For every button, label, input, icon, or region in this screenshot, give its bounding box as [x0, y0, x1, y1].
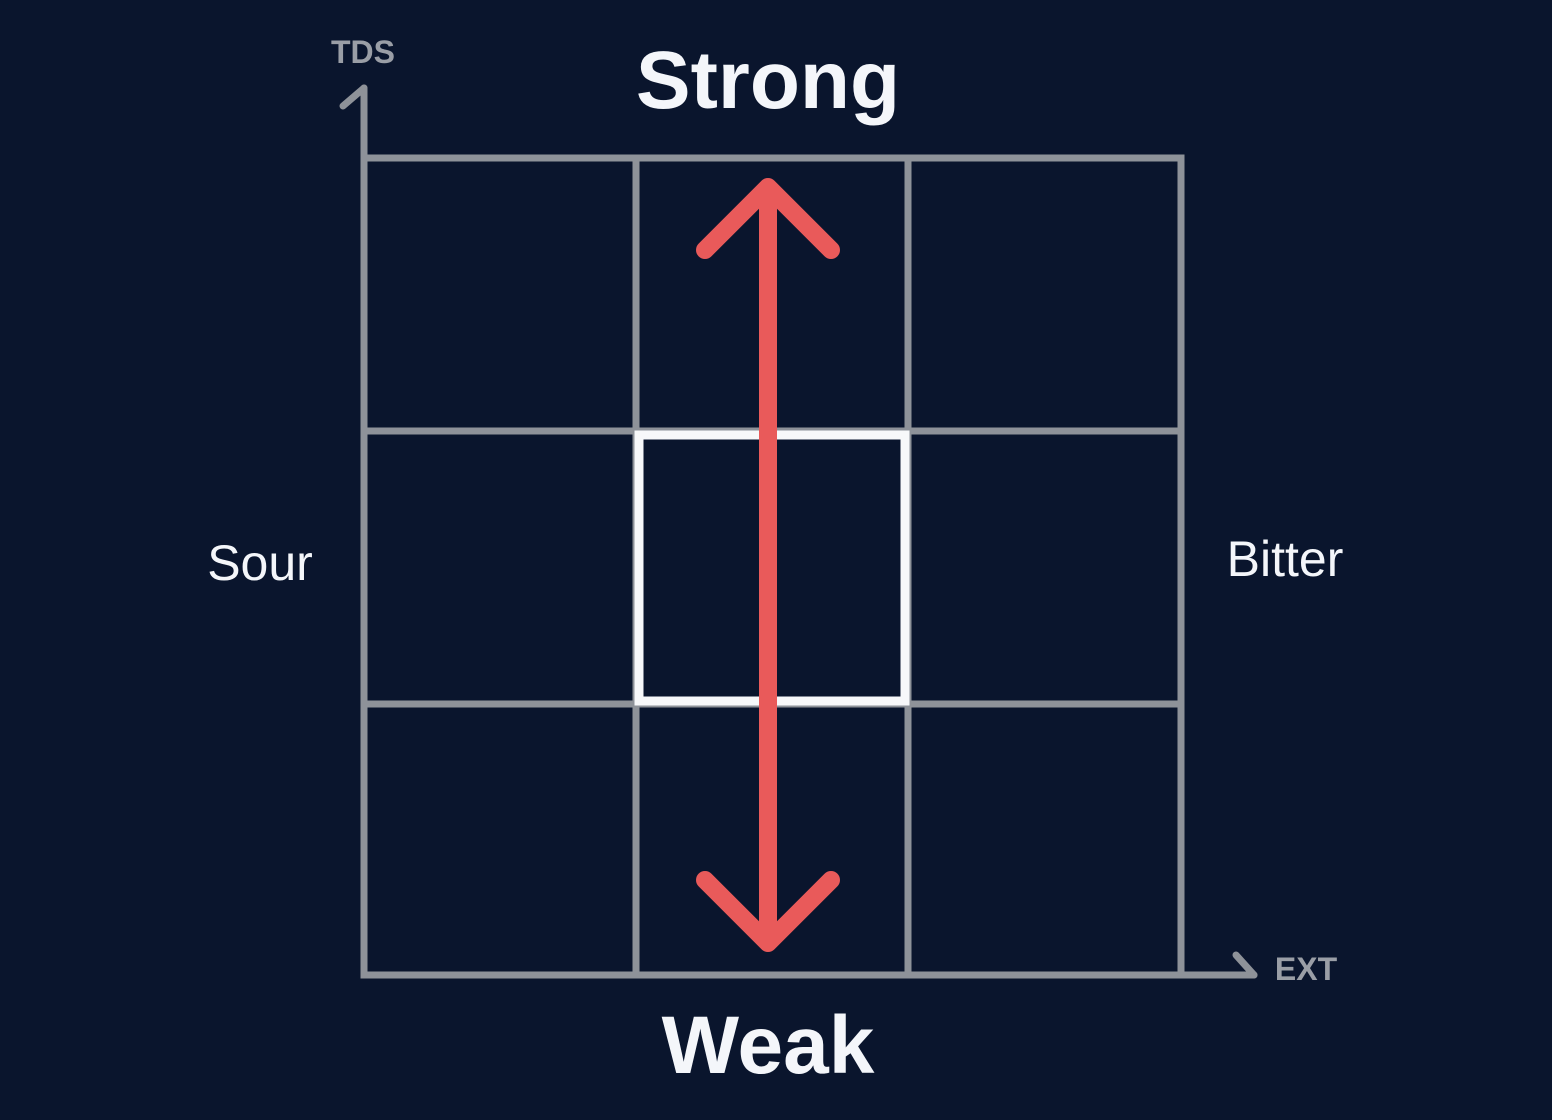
y-axis-arrowhead-icon	[339, 84, 368, 110]
label-sour: Sour	[207, 535, 313, 591]
grid-cell-r2-c3	[904, 427, 1185, 708]
x-axis	[360, 951, 1258, 979]
grid-cell-r1-c3	[904, 154, 1185, 435]
label-bitter: Bitter	[1227, 531, 1344, 587]
grid-cell-r3-c1	[360, 700, 640, 979]
grid-cell-r3-c3	[904, 700, 1185, 979]
label-strong: Strong	[636, 35, 900, 126]
label-weak: Weak	[662, 1000, 875, 1091]
y-axis	[339, 84, 368, 979]
double-arrow-icon	[696, 178, 840, 952]
x-axis-arrowhead-icon	[1232, 951, 1258, 979]
grid-cell-r1-c1	[360, 154, 640, 435]
y-axis-label: TDS	[331, 34, 395, 70]
grid-cell-r2-c1	[360, 427, 640, 708]
x-axis-label: EXT	[1275, 951, 1338, 987]
